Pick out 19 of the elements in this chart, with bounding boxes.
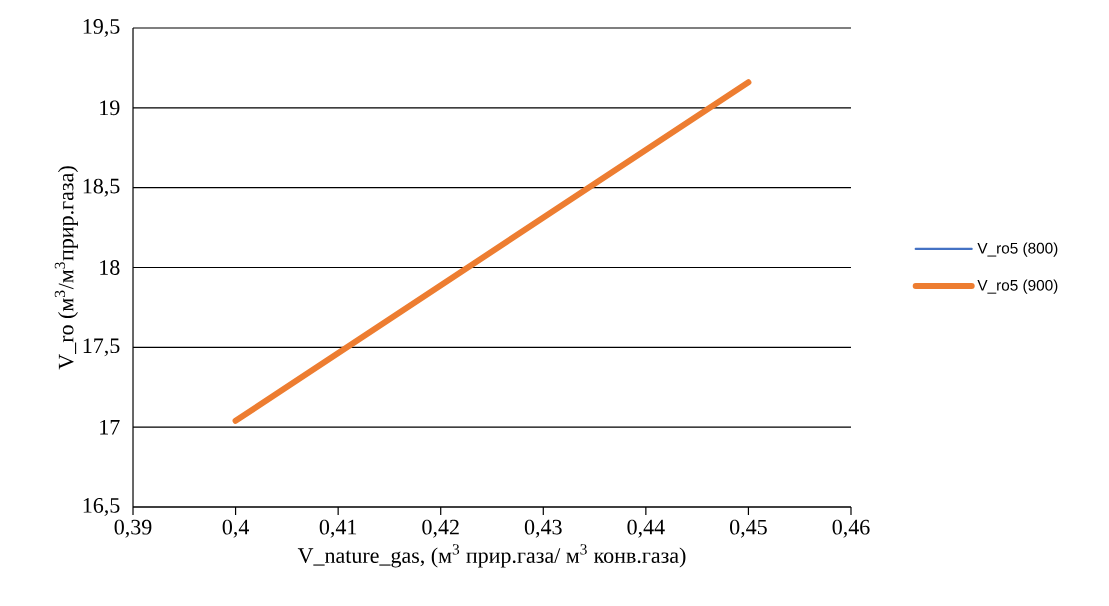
x-tick-label: 0,4 <box>222 519 249 538</box>
y-tick-label: 17,5 <box>83 338 120 357</box>
x-tick-label: 0,42 <box>422 519 459 538</box>
x-tick-label: 0,46 <box>832 519 870 538</box>
y-tick-label: 19,5 <box>83 19 120 37</box>
y-tick-label: 17 <box>100 419 120 435</box>
y-tick-label: 16,5 <box>83 498 120 516</box>
x-axis-title: V_nature_gas, (м$^{3}$ прир.газа/ м$^{3}$ конв.газа) <box>297 544 686 568</box>
x-tick-label: 0,45 <box>730 519 767 538</box>
y-axis-title: V_ro (м$^{3}$/м$^{3}$прир.газа) <box>54 166 78 370</box>
y-tick-label: 19 <box>100 100 120 116</box>
x-tick-label: 0,43 <box>524 519 562 538</box>
x-tick-label: 0,44 <box>627 519 665 538</box>
y-tick-label: 18,5 <box>83 178 120 197</box>
x-tick-label: 0,39 <box>114 519 152 538</box>
y-tick-label: 18 <box>100 260 120 275</box>
legend-label: V_ro5 (900) <box>977 279 1058 294</box>
legend-label: V_ro5 (800) <box>977 242 1058 257</box>
x-tick-label: 0,41 <box>319 519 357 538</box>
